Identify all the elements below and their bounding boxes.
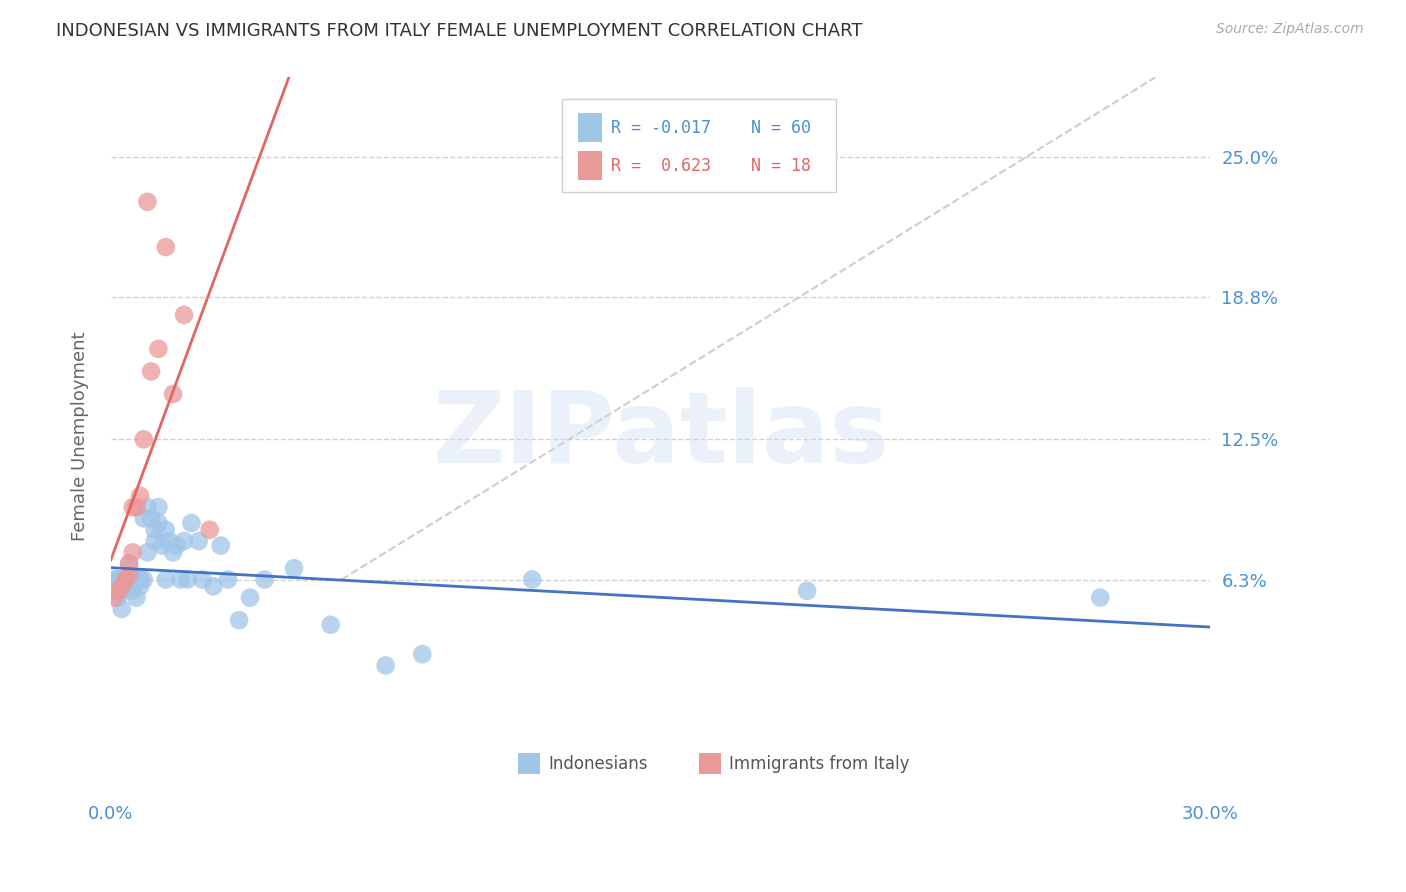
Point [411, 647, 433, 661]
FancyBboxPatch shape [578, 113, 602, 142]
Text: R = -0.017    N = 60: R = -0.017 N = 60 [612, 119, 811, 136]
Point [202, 579, 225, 593]
Point [148, 500, 170, 515]
Point [283, 561, 305, 575]
Point [162, 545, 184, 559]
Point [155, 240, 177, 254]
Point [111, 579, 134, 593]
Point [169, 573, 191, 587]
Point [155, 573, 177, 587]
Point [253, 573, 276, 587]
Point [118, 573, 141, 587]
Point [191, 573, 214, 587]
Point [121, 545, 143, 559]
Point [796, 583, 818, 598]
FancyBboxPatch shape [699, 753, 721, 774]
Point [118, 573, 141, 587]
Point [136, 500, 159, 515]
Point [103, 591, 125, 605]
Point [114, 573, 136, 587]
Point [136, 545, 159, 559]
Point [198, 523, 221, 537]
Point [166, 539, 188, 553]
Point [139, 364, 162, 378]
Point [173, 534, 195, 549]
Point [107, 583, 129, 598]
Point [217, 573, 239, 587]
Point [111, 602, 134, 616]
Point [118, 557, 141, 571]
Point [118, 557, 141, 571]
Point [148, 342, 170, 356]
Point [132, 511, 155, 525]
Point [129, 489, 152, 503]
Y-axis label: Female Unemployment: Female Unemployment [72, 331, 89, 541]
Point [129, 579, 152, 593]
Point [129, 573, 152, 587]
Point [136, 194, 159, 209]
Point [143, 523, 166, 537]
Point [125, 573, 148, 587]
Point [162, 387, 184, 401]
Point [125, 500, 148, 515]
Point [180, 516, 202, 530]
Point [522, 573, 544, 587]
Point [107, 573, 129, 587]
Point [107, 591, 129, 605]
Point [103, 573, 125, 587]
Point [374, 658, 396, 673]
Point [319, 617, 342, 632]
Text: Indonesians: Indonesians [548, 755, 648, 772]
Point [228, 613, 250, 627]
Text: Immigrants from Italy: Immigrants from Italy [728, 755, 910, 772]
Point [118, 568, 141, 582]
Point [118, 573, 141, 587]
Text: INDONESIAN VS IMMIGRANTS FROM ITALY FEMALE UNEMPLOYMENT CORRELATION CHART: INDONESIAN VS IMMIGRANTS FROM ITALY FEMA… [56, 22, 863, 40]
Point [173, 308, 195, 322]
Point [143, 534, 166, 549]
Text: R =  0.623    N = 18: R = 0.623 N = 18 [612, 157, 811, 175]
FancyBboxPatch shape [561, 99, 837, 192]
Point [132, 573, 155, 587]
FancyBboxPatch shape [517, 753, 540, 774]
Point [157, 534, 180, 549]
Point [1090, 591, 1112, 605]
Point [107, 573, 129, 587]
Point [187, 534, 209, 549]
Point [209, 539, 232, 553]
Point [114, 573, 136, 587]
Text: ZIPatlas: ZIPatlas [432, 387, 889, 484]
Point [129, 573, 152, 587]
Point [155, 523, 177, 537]
Point [118, 573, 141, 587]
Point [121, 583, 143, 598]
Point [114, 573, 136, 587]
Point [239, 591, 262, 605]
Point [121, 573, 143, 587]
Point [121, 579, 143, 593]
Point [111, 573, 134, 587]
Point [125, 591, 148, 605]
Point [121, 573, 143, 587]
Point [114, 573, 136, 587]
FancyBboxPatch shape [578, 152, 602, 180]
Point [111, 583, 134, 598]
Point [125, 573, 148, 587]
Point [139, 511, 162, 525]
Point [177, 573, 200, 587]
Point [111, 573, 134, 587]
Point [121, 500, 143, 515]
Point [148, 516, 170, 530]
Text: Source: ZipAtlas.com: Source: ZipAtlas.com [1216, 22, 1364, 37]
Point [150, 539, 173, 553]
Point [132, 432, 155, 446]
